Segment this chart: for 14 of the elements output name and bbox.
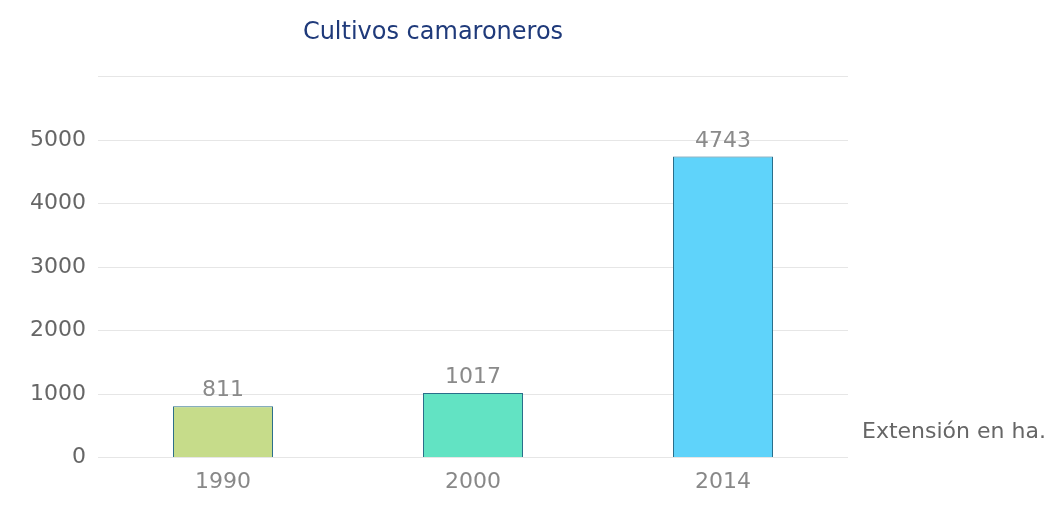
y-tick-label: 2000 (29, 316, 86, 342)
data-label: 811 (201, 376, 244, 402)
text: Extensión en ha. (862, 417, 1046, 443)
y-tick-label: 1000 (29, 379, 86, 405)
x-tick-label: 2014 (695, 467, 751, 493)
x-tick-label: 1990 (194, 467, 251, 493)
y-tick-label: 3000 (29, 252, 86, 278)
x-tick-label: 2000 (444, 467, 501, 493)
y-tick-label: 0 (71, 443, 86, 469)
data-label: 4743 (695, 126, 751, 152)
data-label: 1017 (444, 363, 501, 389)
y-tick-label: 5000 (29, 125, 86, 151)
y-tick-label: 4000 (29, 189, 86, 215)
chart-title: Cultivos camaroneros (302, 16, 564, 45)
